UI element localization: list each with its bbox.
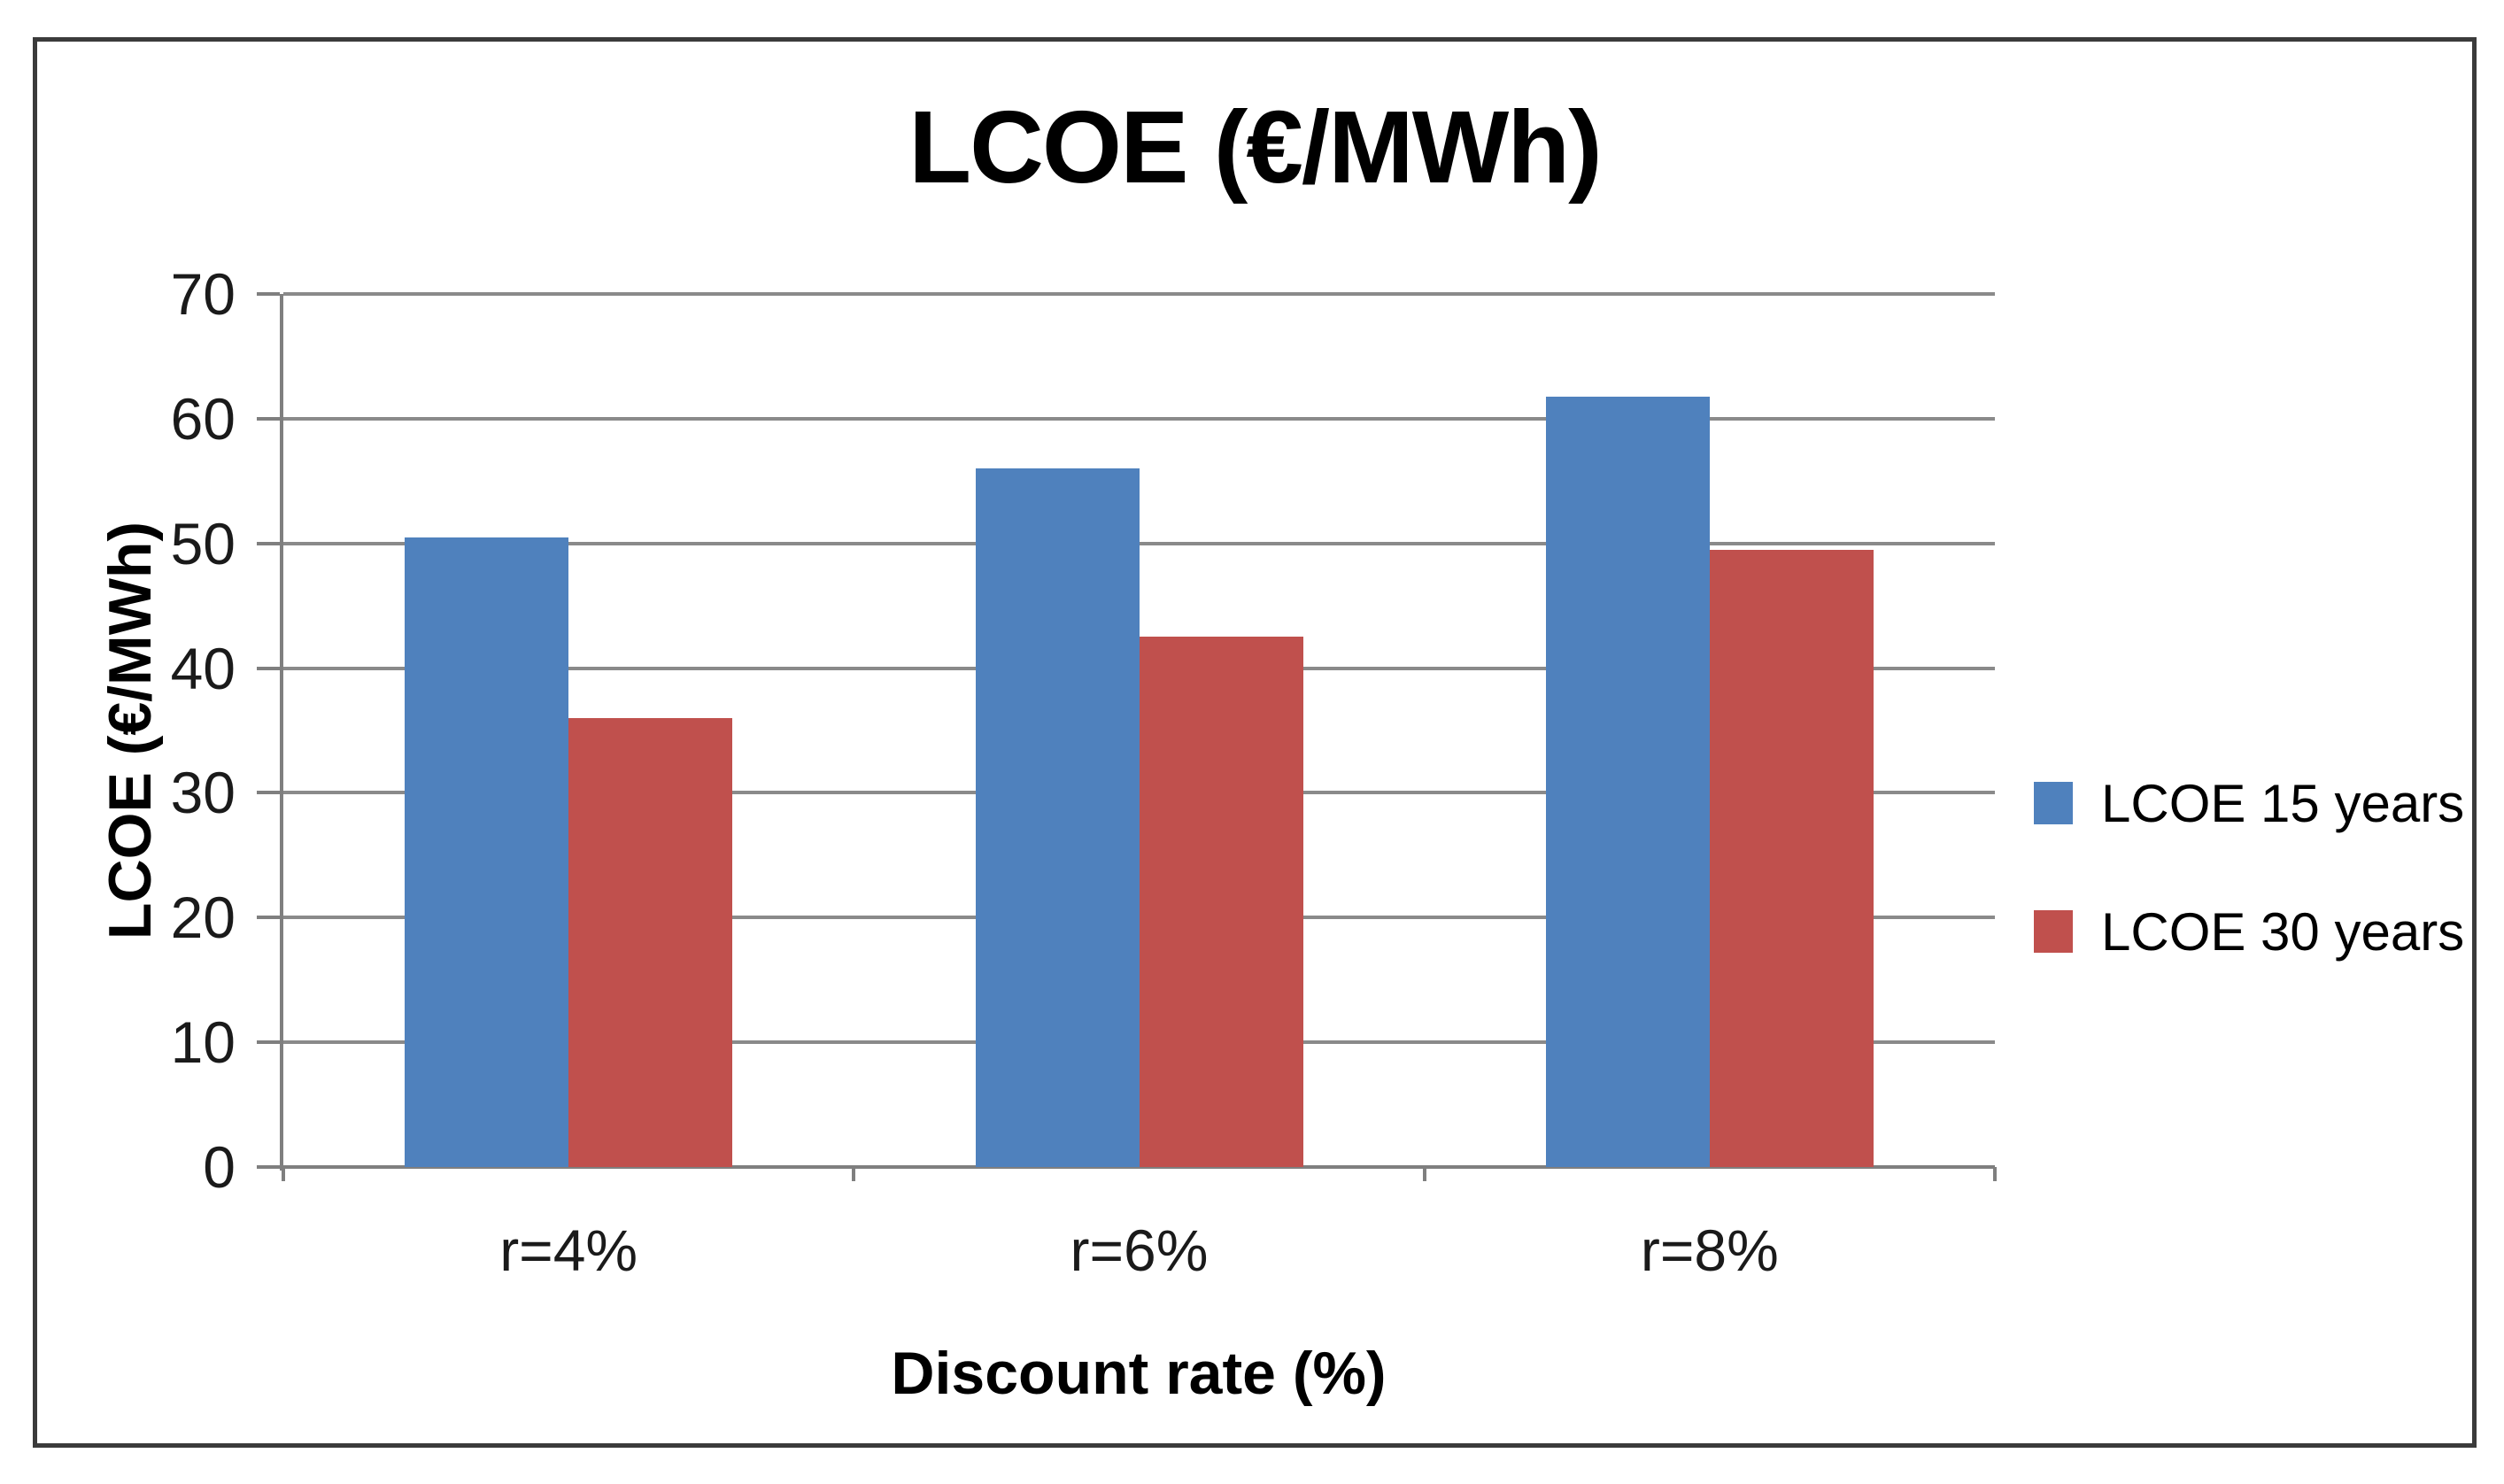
y-tick-label-0: 0	[203, 1134, 236, 1200]
y-tick-50	[257, 541, 280, 545]
y-tick-label-30: 30	[170, 760, 236, 826]
bar-lcoe-30-years-r8	[1709, 549, 1874, 1167]
legend: LCOE 15 years LCOE 30 years	[2034, 774, 2464, 1033]
y-tick-label-40: 40	[170, 635, 236, 701]
y-tick-label-60: 60	[170, 385, 236, 452]
legend-swatch-lcoe-15-years	[2034, 782, 2073, 824]
x-tick-label-r8: r=8%	[1640, 1217, 1779, 1283]
y-tick-0	[257, 1165, 280, 1169]
y-axis-title: LCOE (€/MWh)	[97, 521, 164, 940]
plot-area: 0 10 20 30 40 50 60 70 r=4% r=6% r=8%	[171, 263, 1997, 1283]
legend-entry-lcoe-30-years: LCOE 30 years	[2034, 902, 2464, 962]
bar-lcoe-15-years-r4	[405, 537, 569, 1167]
category-boundary-tick-1	[852, 1167, 856, 1181]
chart-title: LCOE (€/MWh)	[908, 89, 1602, 205]
y-tick-label-70: 70	[170, 261, 236, 327]
chart-figure: LCOE (€/MWh) LCOE (€/MWh) 0 10 20 30 40 50 60 7…	[33, 37, 2477, 1448]
bar-lcoe-30-years-r6	[1139, 637, 1303, 1167]
legend-entry-lcoe-15-years: LCOE 15 years	[2034, 774, 2464, 833]
y-tick-10	[257, 1040, 280, 1045]
y-tick-label-50: 50	[170, 510, 236, 576]
bar-lcoe-15-years-r6	[975, 468, 1140, 1167]
category-boundary-tick-0	[282, 1167, 285, 1181]
gridline-y-60	[283, 416, 1995, 421]
y-axis-line	[280, 294, 283, 1171]
y-tick-60	[257, 416, 280, 421]
x-axis-line	[283, 1165, 1995, 1169]
y-tick-20	[257, 916, 280, 920]
legend-label-lcoe-30-years: LCOE 30 years	[2101, 901, 2465, 962]
bar-lcoe-30-years-r4	[568, 717, 733, 1167]
y-tick-30	[257, 791, 280, 795]
y-tick-label-20: 20	[170, 885, 236, 951]
gridline-y-70	[283, 292, 1995, 296]
legend-label-lcoe-15-years: LCOE 15 years	[2101, 773, 2465, 833]
y-tick-40	[257, 666, 280, 670]
legend-swatch-lcoe-30-years	[2034, 910, 2073, 953]
x-axis-title: Discount rate (%)	[891, 1340, 1387, 1407]
category-boundary-tick-3	[1993, 1167, 1997, 1181]
y-tick-70	[257, 292, 280, 296]
bar-lcoe-15-years-r8	[1545, 396, 1710, 1167]
x-tick-label-r6: r=6%	[1070, 1217, 1209, 1283]
gridline-y-50	[283, 541, 1995, 545]
category-boundary-tick-2	[1422, 1167, 1426, 1181]
y-tick-label-10: 10	[170, 1009, 236, 1076]
x-tick-label-r4: r=4%	[499, 1217, 638, 1283]
